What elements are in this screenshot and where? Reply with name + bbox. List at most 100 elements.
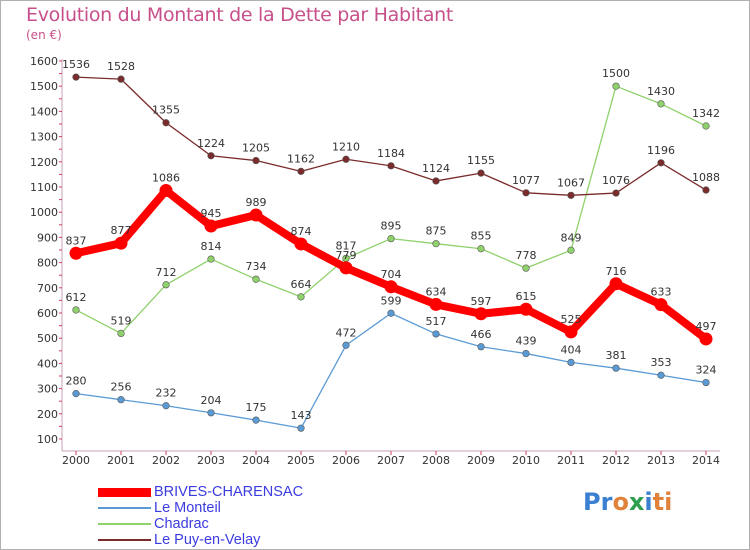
y-tick-label: 1600 bbox=[30, 55, 58, 68]
y-tick-label: 900 bbox=[37, 231, 58, 244]
data-point bbox=[567, 358, 575, 366]
data-point bbox=[162, 402, 170, 410]
legend-swatch bbox=[98, 507, 151, 509]
data-label: 597 bbox=[471, 295, 492, 308]
data-point bbox=[252, 416, 260, 424]
legend-item: BRIVES-CHARENSAC bbox=[98, 484, 358, 500]
data-label: 381 bbox=[606, 349, 627, 362]
data-point bbox=[384, 280, 398, 294]
y-tick-label: 1100 bbox=[30, 181, 58, 194]
x-tick-label: 2004 bbox=[242, 454, 270, 467]
data-point bbox=[432, 177, 440, 185]
data-label: 353 bbox=[651, 356, 672, 369]
x-tick-label: 2002 bbox=[152, 454, 180, 467]
legend-swatch bbox=[98, 523, 151, 525]
data-point bbox=[387, 309, 395, 317]
y-tick-label: 400 bbox=[37, 357, 58, 370]
data-label: 404 bbox=[561, 343, 582, 356]
chart-title: Evolution du Montant de la Dette par Hab… bbox=[26, 4, 454, 26]
data-label: 256 bbox=[111, 381, 132, 394]
data-point bbox=[117, 329, 125, 338]
line-chart: 100 200 300 400 500 600 700 800 900 1000 1100 1200 1… bbox=[30, 55, 720, 467]
data-point bbox=[252, 156, 260, 165]
data-point bbox=[432, 240, 440, 248]
x-tick-label: 2009 bbox=[467, 454, 495, 467]
data-point bbox=[207, 152, 215, 160]
data-label: 716 bbox=[606, 265, 627, 278]
data-point bbox=[72, 390, 80, 398]
data-point bbox=[657, 100, 665, 108]
data-label: 1430 bbox=[647, 85, 675, 98]
data-point bbox=[249, 208, 263, 222]
data-point bbox=[522, 189, 530, 197]
data-label: 855 bbox=[471, 230, 492, 243]
data-label: 837 bbox=[66, 234, 87, 247]
series-le-monteil bbox=[72, 309, 710, 432]
data-label: 704 bbox=[381, 268, 402, 281]
data-label: 664 bbox=[291, 278, 312, 291]
x-tick-label: 2005 bbox=[287, 454, 315, 467]
data-point bbox=[252, 275, 260, 283]
data-label: 1088 bbox=[692, 171, 720, 184]
data-label: 989 bbox=[246, 196, 267, 209]
legend-swatch bbox=[98, 487, 151, 497]
legend-item: Le Monteil bbox=[98, 500, 358, 516]
y-tick-label: 1400 bbox=[30, 105, 58, 118]
y-tick-label: 500 bbox=[37, 332, 58, 345]
data-label: 633 bbox=[651, 286, 672, 299]
data-label: 143 bbox=[291, 409, 312, 422]
data-point bbox=[702, 186, 710, 194]
data-label: 497 bbox=[696, 320, 717, 333]
data-label: 1076 bbox=[602, 174, 630, 187]
data-label: 1342 bbox=[692, 107, 720, 120]
data-point bbox=[162, 281, 170, 289]
data-label: 466 bbox=[471, 328, 492, 341]
legend-label: Le Monteil bbox=[154, 500, 221, 516]
data-point bbox=[162, 119, 170, 127]
legend-label: BRIVES-CHARENSAC bbox=[154, 484, 304, 500]
data-label: 849 bbox=[561, 231, 582, 244]
series-chadrac bbox=[72, 82, 710, 338]
x-tick-label: 2007 bbox=[377, 454, 405, 467]
data-point bbox=[342, 155, 350, 163]
legend-item: Le Puy-en-Velay bbox=[98, 532, 358, 548]
data-point bbox=[297, 424, 305, 432]
data-label: 1162 bbox=[287, 152, 315, 165]
data-label: 814 bbox=[201, 240, 222, 253]
data-point bbox=[702, 122, 710, 130]
data-label: 599 bbox=[381, 294, 402, 307]
data-point bbox=[474, 307, 488, 321]
data-label: 1210 bbox=[332, 140, 360, 153]
data-point bbox=[522, 264, 530, 272]
legend-label: Chadrac bbox=[154, 516, 209, 532]
y-tick-label: 800 bbox=[37, 257, 58, 270]
y-tick-label: 300 bbox=[37, 383, 58, 396]
data-point bbox=[519, 302, 533, 316]
data-label: 1528 bbox=[107, 60, 135, 73]
data-label: 875 bbox=[426, 225, 447, 238]
data-label: 779 bbox=[336, 249, 357, 262]
data-label: 1184 bbox=[377, 147, 405, 160]
data-point bbox=[72, 306, 80, 314]
chart-unit: (en €) bbox=[26, 28, 62, 42]
data-label: 280 bbox=[66, 375, 87, 388]
proxiti-logo: Proxiti bbox=[583, 488, 672, 516]
data-point bbox=[117, 75, 125, 83]
data-label: 525 bbox=[561, 313, 582, 326]
data-point bbox=[612, 189, 620, 197]
data-point bbox=[657, 371, 665, 379]
data-label: 734 bbox=[246, 260, 267, 273]
x-tick-label: 2012 bbox=[602, 454, 630, 467]
data-label: 1224 bbox=[197, 137, 225, 150]
data-label: 1500 bbox=[602, 67, 630, 80]
data-point bbox=[702, 378, 710, 387]
logo-letter: o bbox=[612, 488, 629, 516]
data-label: 634 bbox=[426, 285, 447, 298]
data-label: 1067 bbox=[557, 176, 585, 189]
x-tick-label: 2010 bbox=[512, 454, 540, 467]
x-tick-label: 2013 bbox=[647, 454, 675, 467]
data-point bbox=[207, 409, 215, 417]
data-point bbox=[699, 332, 713, 346]
data-label: 472 bbox=[336, 326, 357, 339]
data-point bbox=[477, 245, 485, 253]
